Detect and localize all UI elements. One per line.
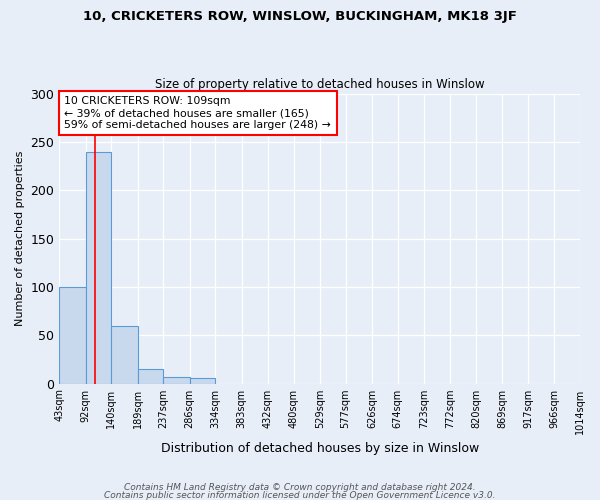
Bar (190, 378, 215, 384)
Bar (163, 377, 190, 384)
X-axis label: Distribution of detached houses by size in Winslow: Distribution of detached houses by size … (161, 442, 479, 455)
Bar (112, 326, 137, 384)
Bar (86, 152, 112, 384)
Bar (59, 287, 86, 384)
Title: Size of property relative to detached houses in Winslow: Size of property relative to detached ho… (155, 78, 484, 91)
Text: Contains HM Land Registry data © Crown copyright and database right 2024.: Contains HM Land Registry data © Crown c… (124, 484, 476, 492)
Text: 10 CRICKETERS ROW: 109sqm
← 39% of detached houses are smaller (165)
59% of semi: 10 CRICKETERS ROW: 109sqm ← 39% of detac… (64, 96, 331, 130)
Text: Contains public sector information licensed under the Open Government Licence v3: Contains public sector information licen… (104, 491, 496, 500)
Text: 10, CRICKETERS ROW, WINSLOW, BUCKINGHAM, MK18 3JF: 10, CRICKETERS ROW, WINSLOW, BUCKINGHAM,… (83, 10, 517, 23)
Bar (137, 369, 163, 384)
Y-axis label: Number of detached properties: Number of detached properties (15, 151, 25, 326)
